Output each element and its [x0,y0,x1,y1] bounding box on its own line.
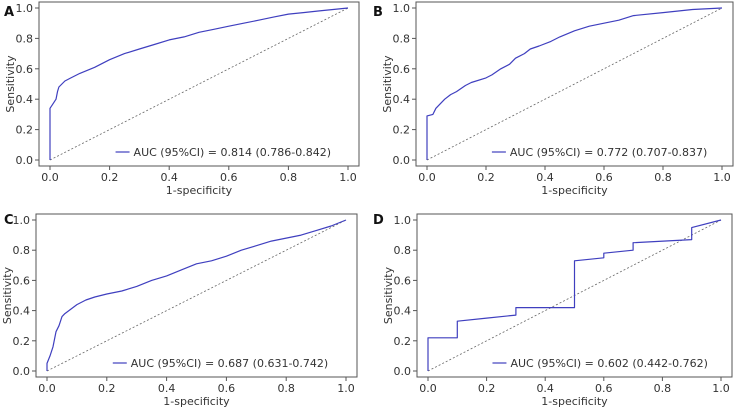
y-tick-label: 0.2 [393,124,411,137]
roc-curve-line [426,7,723,160]
panel-label: D [373,213,384,228]
y-axis-title: Sensitivity [1,266,14,324]
plot-frame [38,1,360,167]
y-axis-title: Sensitivity [381,55,394,113]
plot-frame [35,213,358,378]
x-tick-label: 0.8 [280,171,298,184]
x-tick-label: 0.8 [277,382,295,395]
x-tick-label: 1.0 [712,382,730,395]
x-tick-label: 0.6 [595,382,613,395]
y-tick-label: 0.4 [13,305,31,318]
y-tick-label: 0.2 [13,335,31,348]
x-tick-label: 0.2 [477,171,495,184]
plot-frame [416,213,733,378]
roc-curve-line [46,219,347,371]
roc-panel-d: D 0.0 0.2 0.4 0.6 0.8 1.0 0.0 0.2 0.4 0.6 0.8 1.0 1-s… [373,213,733,408]
x-tick-label: 0.4 [160,171,178,184]
y-tick-label: 0.0 [394,365,412,378]
y-tick-label: 0.2 [394,335,412,348]
x-tick-label: 0.2 [98,382,116,395]
y-tick-label: 0.6 [394,274,412,287]
panel-label: B [373,5,383,20]
y-tick-label: 0.8 [16,32,34,45]
roc-curve-line [427,219,722,371]
panel-label: C [4,213,14,228]
y-axis-title: Sensitivity [4,55,17,113]
x-tick-label: 0.4 [158,382,176,395]
y-tick-label: 0.4 [394,305,412,318]
reference-diagonal [49,7,349,161]
x-tick-label: 1.0 [337,382,355,395]
x-axis-title: 1-specificity [166,184,233,197]
x-tick-label: 0.8 [654,171,672,184]
y-tick-label: 0.0 [13,365,31,378]
legend-label: AUC (95%CI) = 0.814 (0.786-0.842) [134,146,331,159]
x-tick-label: 0.0 [38,382,56,395]
plot-frame [415,1,734,167]
x-axis-title: 1-specificity [163,395,230,408]
y-tick-label: 1.0 [13,214,31,227]
x-tick-label: 0.0 [41,171,59,184]
roc-panel-c: C 0.0 0.2 0.4 0.6 0.8 1.0 0.0 0.2 0.4 0.6 0.8 1.0 1-s… [1,213,358,408]
x-axis-title: 1-specificity [541,395,608,408]
y-tick-label: 0.2 [16,124,34,137]
x-tick-label: 0.0 [418,171,436,184]
legend-label: AUC (95%CI) = 0.687 (0.631-0.742) [131,357,328,370]
y-tick-label: 0.4 [16,93,34,106]
y-tick-label: 0.6 [393,63,411,76]
x-tick-label: 0.6 [595,171,613,184]
x-tick-label: 1.0 [339,171,357,184]
x-tick-label: 0.6 [220,171,238,184]
y-tick-label: 0.8 [394,244,412,257]
panel-label: A [4,5,14,20]
x-tick-label: 1.0 [713,171,731,184]
y-tick-label: 1.0 [393,2,411,15]
x-tick-label: 0.4 [536,171,554,184]
y-axis-title: Sensitivity [382,266,395,324]
y-tick-label: 0.6 [16,63,34,76]
x-tick-label: 0.8 [654,382,672,395]
y-tick-label: 0.8 [393,32,411,45]
y-tick-label: 0.4 [393,93,411,106]
y-tick-label: 0.0 [16,154,34,167]
x-tick-label: 0.0 [419,382,437,395]
x-axis-title: 1-specificity [541,184,608,197]
y-tick-label: 1.0 [16,2,34,15]
legend-label: AUC (95%CI) = 0.602 (0.442-0.762) [510,357,707,370]
roc-panel-b: B 0.0 0.2 0.4 0.6 0.8 1.0 0.0 0.2 0.4 0.6 0.8 1.0 1-s… [373,1,734,197]
reference-diagonal [426,7,723,161]
x-tick-label: 0.6 [218,382,236,395]
reference-diagonal [46,219,347,372]
y-tick-label: 0.6 [13,274,31,287]
x-tick-label: 0.2 [478,382,496,395]
legend-label: AUC (95%CI) = 0.772 (0.707-0.837) [510,146,707,159]
y-tick-label: 0.0 [393,154,411,167]
x-tick-label: 0.2 [101,171,119,184]
roc-curve-line [49,7,349,160]
x-tick-label: 0.4 [536,382,554,395]
roc-panel-a: A 0.0 0.2 0.4 0.6 0.8 1.0 0.0 0.2 0.4 0.6 0.8 1.0 1-s… [4,1,360,197]
y-tick-label: 0.8 [13,244,31,257]
y-tick-label: 1.0 [394,214,412,227]
